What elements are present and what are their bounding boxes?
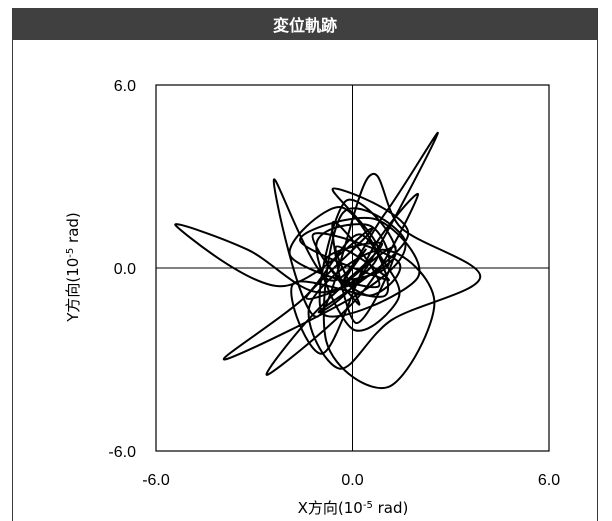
chart-title: 変位軌跡 [13, 8, 597, 40]
x-tick-label: 0.0 [341, 472, 363, 489]
x-tick-label: 6.0 [538, 472, 560, 489]
x-axis-label: X方向(10-5 rad) [298, 499, 409, 517]
series-line-0 [174, 131, 482, 390]
y-tick-label: 6.0 [114, 78, 136, 95]
series-layer [174, 131, 482, 390]
y-axis-label: Y方向(10-5 rad) [64, 212, 82, 323]
y-tick-label: -6.0 [108, 444, 136, 461]
y-tick-label: 0.0 [114, 261, 136, 278]
x-tick-label: -6.0 [142, 472, 170, 489]
ticks-layer: -6.0 0.0 6.0 6.0 0.0 -6.0 [108, 78, 560, 489]
